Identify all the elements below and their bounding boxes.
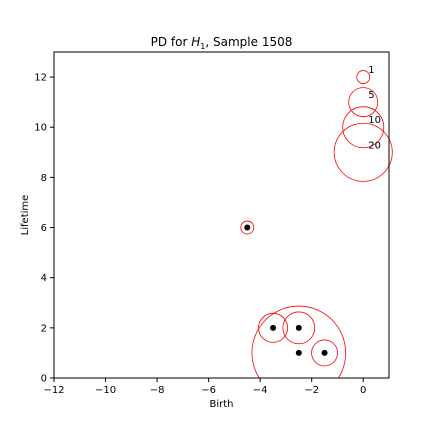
multiplicity-circle-2 (282, 311, 316, 345)
chart-title: PD for H1, Sample 1508 (151, 35, 293, 51)
size-legend-label-0: 1 (368, 65, 374, 76)
size-legend-label-3: 20 (368, 140, 381, 151)
size-legend-label-1: 5 (368, 90, 374, 101)
size-legend-circle-0 (356, 70, 371, 84)
y-tick-label-4: 8 (41, 173, 47, 184)
marker-circles (240, 220, 347, 378)
size-legend-label-2: 10 (368, 115, 381, 126)
y-tick-label-0: 0 (41, 374, 47, 385)
data-point-0 (244, 224, 251, 231)
x-tick-label-2: −8 (150, 385, 165, 396)
x-tick-label-3: −6 (201, 385, 216, 396)
data-points (244, 224, 328, 356)
multiplicity-circle-4 (311, 339, 338, 367)
x-tick-label-4: −4 (253, 385, 268, 396)
y-tick-label-1: 2 (41, 323, 47, 334)
y-axis-ticks: 0 2 4 6 8 10 12 (34, 73, 54, 385)
data-point-4 (321, 349, 328, 356)
y-axis-label: Lifetime (20, 195, 31, 236)
x-tick-label-6: 0 (360, 385, 366, 396)
size-legend: 1 5 10 20 (333, 65, 393, 182)
y-tick-label-6: 12 (34, 73, 47, 84)
y-tick-label-2: 4 (41, 273, 47, 284)
size-legend-circle-3 (333, 122, 393, 182)
data-point-1 (270, 324, 277, 331)
x-tick-label-1: −10 (95, 385, 116, 396)
y-tick-label-5: 10 (34, 123, 47, 134)
data-point-2 (295, 324, 302, 331)
x-axis-label: Birth (209, 399, 233, 410)
multiplicity-circle-0 (240, 220, 255, 235)
size-legend-circle-2 (342, 106, 385, 149)
multiplicity-circle-3 (251, 305, 347, 378)
plot-frame (53, 51, 390, 379)
x-axis-ticks: −12 −10 −8 −6 −4 −2 0 (43, 378, 366, 396)
x-tick-label-0: −12 (43, 385, 64, 396)
y-tick-label-3: 6 (41, 223, 47, 234)
x-tick-label-5: −2 (304, 385, 319, 396)
size-legend-circle-1 (348, 87, 379, 118)
data-point-3 (295, 349, 302, 356)
